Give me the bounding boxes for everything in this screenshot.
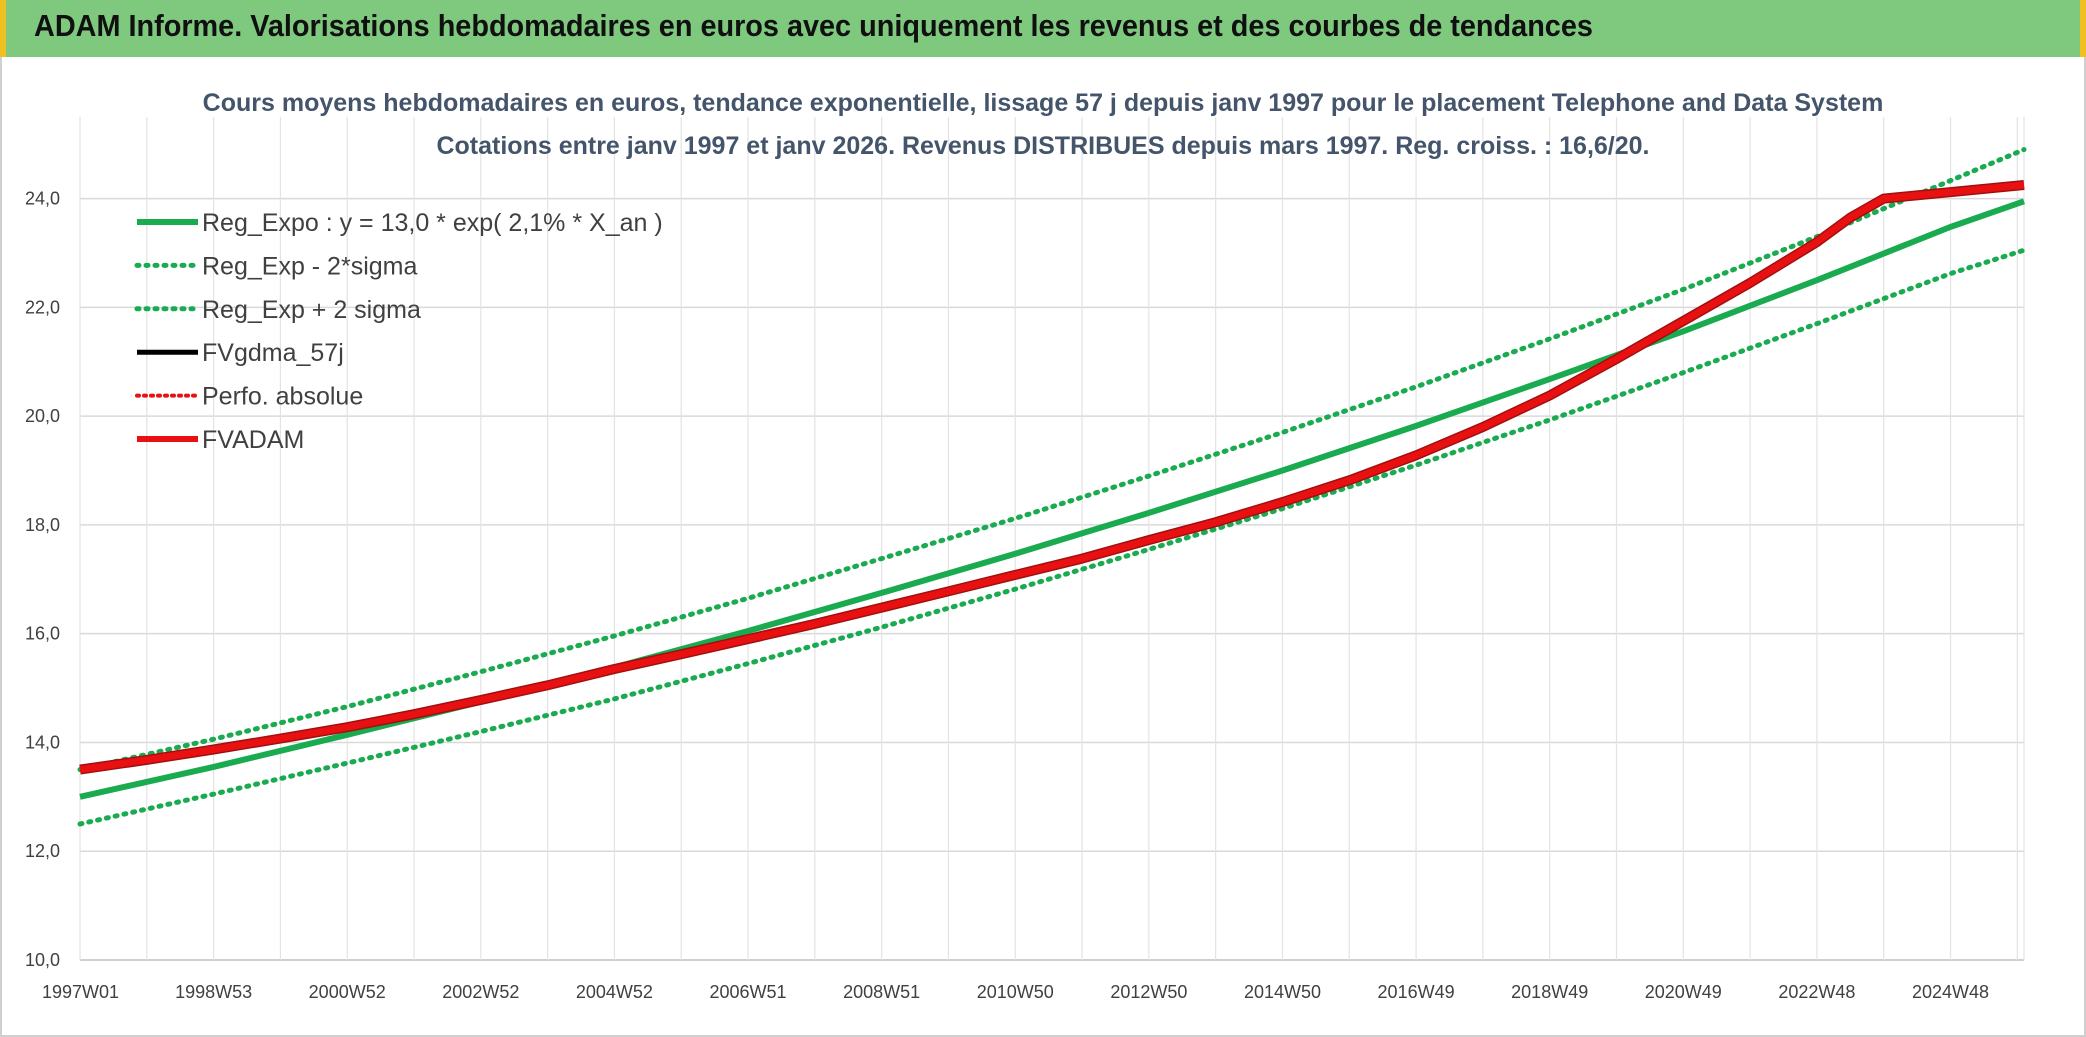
- y-tick-label: 12,0: [25, 841, 60, 861]
- y-tick-label: 24,0: [25, 189, 60, 209]
- x-tick-label: 2020W49: [1645, 982, 1722, 1002]
- legend-label: FVgdma_57j: [202, 339, 344, 367]
- x-tick-label: 2014W50: [1244, 982, 1321, 1002]
- y-tick-label: 10,0: [25, 950, 60, 970]
- report-title: ADAM Informe. Valorisations hebdomadaire…: [34, 8, 1593, 43]
- x-tick-label: 2018W49: [1511, 982, 1588, 1002]
- x-tick-label: 2024W48: [1912, 982, 1989, 1002]
- chart-subtitle: Cotations entre janv 1997 et janv 2026. …: [436, 132, 1649, 160]
- chart-title: Cours moyens hebdomadaires en euros, ten…: [203, 89, 1884, 117]
- y-tick-label: 14,0: [25, 732, 60, 752]
- series-reg-minus-2sigma: [77, 247, 2027, 827]
- legend-label: Perfo. absolue: [202, 383, 363, 411]
- series: [77, 147, 2027, 827]
- x-tick-label: 1998W53: [175, 982, 252, 1002]
- legend: Reg_Expo : y = 13,0 * exp( 2,1% * X_an )…: [134, 209, 663, 454]
- x-tick-label: 2010W50: [977, 982, 1054, 1002]
- x-tick-label: 2006W51: [710, 982, 787, 1002]
- x-tick-label: 2022W48: [1778, 982, 1855, 1002]
- series-fvadam: [79, 181, 2025, 774]
- y-tick-label: 22,0: [25, 297, 60, 317]
- axes: 10,0 12,0 14,0 16,0 18,0 20,0 22,0 24,0 1997W01 1…: [25, 189, 1989, 1002]
- x-tick-label: 2004W52: [576, 982, 653, 1002]
- x-tick-label: 2002W52: [442, 982, 519, 1002]
- y-tick-label: 18,0: [25, 515, 60, 535]
- x-tick-label: 1997W01: [42, 982, 119, 1002]
- legend-label: Reg_Exp - 2*sigma: [202, 252, 417, 280]
- x-tick-label: 2016W49: [1378, 982, 1455, 1002]
- legend-label: FVADAM: [202, 426, 304, 454]
- x-tick-label: 2008W51: [843, 982, 920, 1002]
- y-tick-label: 16,0: [25, 624, 60, 644]
- x-tick-label: 2012W50: [1110, 982, 1187, 1002]
- chart-frame: [0, 57, 2086, 1037]
- legend-label: Reg_Expo : y = 13,0 * exp( 2,1% * X_an ): [202, 209, 663, 237]
- grid: [79, 117, 2025, 961]
- y-tick-label: 20,0: [25, 406, 60, 426]
- report-banner: ADAM Informe. Valorisations hebdomadaire…: [0, 0, 2086, 57]
- legend-label: Reg_Exp + 2 sigma: [202, 296, 421, 324]
- x-tick-label: 2000W52: [309, 982, 386, 1002]
- series-reg-plus-2sigma: [77, 147, 2027, 773]
